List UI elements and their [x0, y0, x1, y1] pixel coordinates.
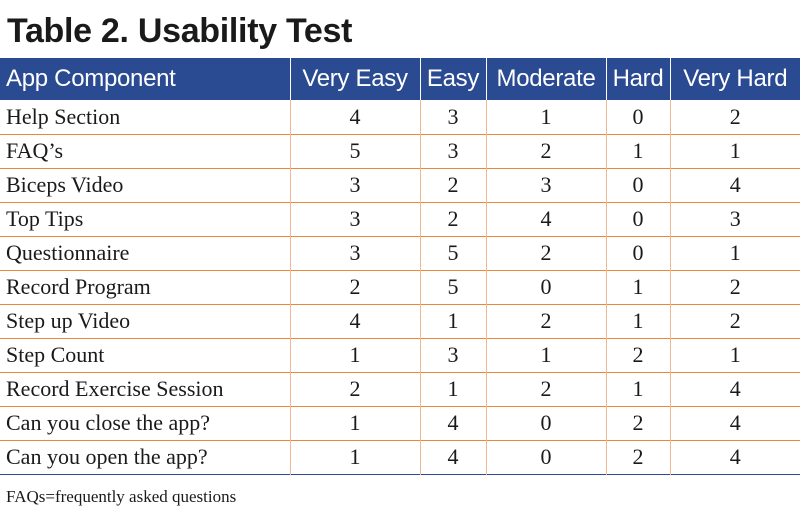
very-easy-cell: 3 [289, 168, 420, 202]
footnote: FAQs=frequently asked questions [6, 487, 237, 506]
moderate-cell: 0 [485, 440, 606, 474]
hard-cell: 1 [605, 372, 670, 406]
column-header-very-hard: Very Hard [669, 58, 800, 100]
table-row: Step up Video 4 1 2 1 2 [0, 304, 800, 338]
app-component-cell: Help Section [6, 103, 121, 129]
app-component-cell: Biceps Video [6, 172, 124, 197]
usability-table: App Component Very Easy Easy Moderate Ha… [0, 58, 800, 475]
table-row: Biceps Video 3 2 3 0 4 [0, 168, 800, 202]
moderate-cell: 3 [485, 168, 606, 202]
app-component-cell: Step up Video [6, 308, 131, 333]
very-easy-cell: 4 [289, 304, 420, 338]
column-header-very-easy: Very Easy [289, 58, 420, 100]
table-row: Top Tips 3 2 4 0 3 [0, 202, 800, 236]
table-title: Table 2. Usability Test [7, 12, 353, 50]
easy-cell: 4 [419, 440, 486, 474]
very-hard-cell: 2 [669, 100, 800, 134]
app-component-cell: Can you open the app? [6, 444, 208, 469]
hard-cell: 1 [605, 134, 670, 168]
table-row: Can you open the app? 1 4 0 2 4 [0, 440, 800, 474]
moderate-cell: 1 [485, 338, 606, 372]
app-component-cell: Record Exercise Session [6, 376, 224, 401]
easy-cell: 2 [419, 168, 486, 202]
very-easy-cell: 4 [289, 100, 420, 134]
hard-cell: 1 [605, 304, 670, 338]
app-component-cell: Questionnaire [6, 240, 130, 265]
hard-cell: 2 [605, 406, 670, 440]
easy-cell: 5 [419, 236, 486, 270]
hard-cell: 2 [605, 338, 670, 372]
easy-cell: 3 [419, 338, 486, 372]
table-row: Help Section 4 3 1 0 2 [0, 100, 800, 134]
table-row: FAQ’s 5 3 2 1 1 [0, 134, 800, 168]
very-easy-cell: 2 [289, 372, 420, 406]
table-header-row: App Component Very Easy Easy Moderate Ha… [0, 58, 800, 100]
very-easy-cell: 3 [289, 202, 420, 236]
app-component-cell: FAQ’s [6, 138, 64, 163]
very-easy-cell: 5 [289, 134, 420, 168]
hard-cell: 0 [605, 236, 670, 270]
easy-cell: 1 [419, 372, 486, 406]
easy-cell: 5 [419, 270, 486, 304]
very-easy-cell: 1 [289, 338, 420, 372]
very-hard-cell: 3 [669, 202, 800, 236]
easy-cell: 3 [419, 100, 486, 134]
table-row: Record Program 2 5 0 1 2 [0, 270, 800, 304]
very-hard-cell: 4 [669, 168, 800, 202]
very-hard-cell: 1 [669, 236, 800, 270]
very-easy-cell: 3 [289, 236, 420, 270]
moderate-cell: 2 [485, 236, 606, 270]
moderate-cell: 2 [485, 134, 606, 168]
moderate-cell: 0 [485, 406, 606, 440]
very-hard-cell: 1 [669, 134, 800, 168]
moderate-cell: 4 [485, 202, 606, 236]
column-header-app-component: App Component [6, 65, 176, 92]
very-hard-cell: 2 [669, 304, 800, 338]
very-hard-cell: 4 [669, 440, 800, 474]
column-header-easy: Easy [419, 58, 486, 100]
hard-cell: 0 [605, 202, 670, 236]
hard-cell: 1 [605, 270, 670, 304]
table-row: Questionnaire 3 5 2 0 1 [0, 236, 800, 270]
very-easy-cell: 2 [289, 270, 420, 304]
easy-cell: 2 [419, 202, 486, 236]
moderate-cell: 2 [485, 372, 606, 406]
hard-cell: 2 [605, 440, 670, 474]
very-easy-cell: 1 [289, 440, 420, 474]
easy-cell: 4 [419, 406, 486, 440]
very-easy-cell: 1 [289, 406, 420, 440]
very-hard-cell: 4 [669, 406, 800, 440]
easy-cell: 3 [419, 134, 486, 168]
app-component-cell: Step Count [6, 342, 105, 367]
moderate-cell: 1 [485, 100, 606, 134]
easy-cell: 1 [419, 304, 486, 338]
very-hard-cell: 4 [669, 372, 800, 406]
moderate-cell: 0 [485, 270, 606, 304]
very-hard-cell: 2 [669, 270, 800, 304]
app-component-cell: Record Program [6, 274, 151, 299]
table-row: Record Exercise Session 2 1 2 1 4 [0, 372, 800, 406]
hard-cell: 0 [605, 100, 670, 134]
moderate-cell: 2 [485, 304, 606, 338]
app-component-cell: Can you close the app? [6, 410, 211, 435]
table-body: Help Section 4 3 1 0 2 FAQ’s 5 3 2 1 1 Biceps Video 3… [0, 100, 800, 474]
column-header-moderate: Moderate [485, 58, 606, 100]
very-hard-cell: 1 [669, 338, 800, 372]
hard-cell: 0 [605, 168, 670, 202]
column-header-hard: Hard [605, 58, 670, 100]
table-row: Can you close the app? 1 4 0 2 4 [0, 406, 800, 440]
app-component-cell: Top Tips [6, 206, 84, 231]
table-row: Step Count 1 3 1 2 1 [0, 338, 800, 372]
